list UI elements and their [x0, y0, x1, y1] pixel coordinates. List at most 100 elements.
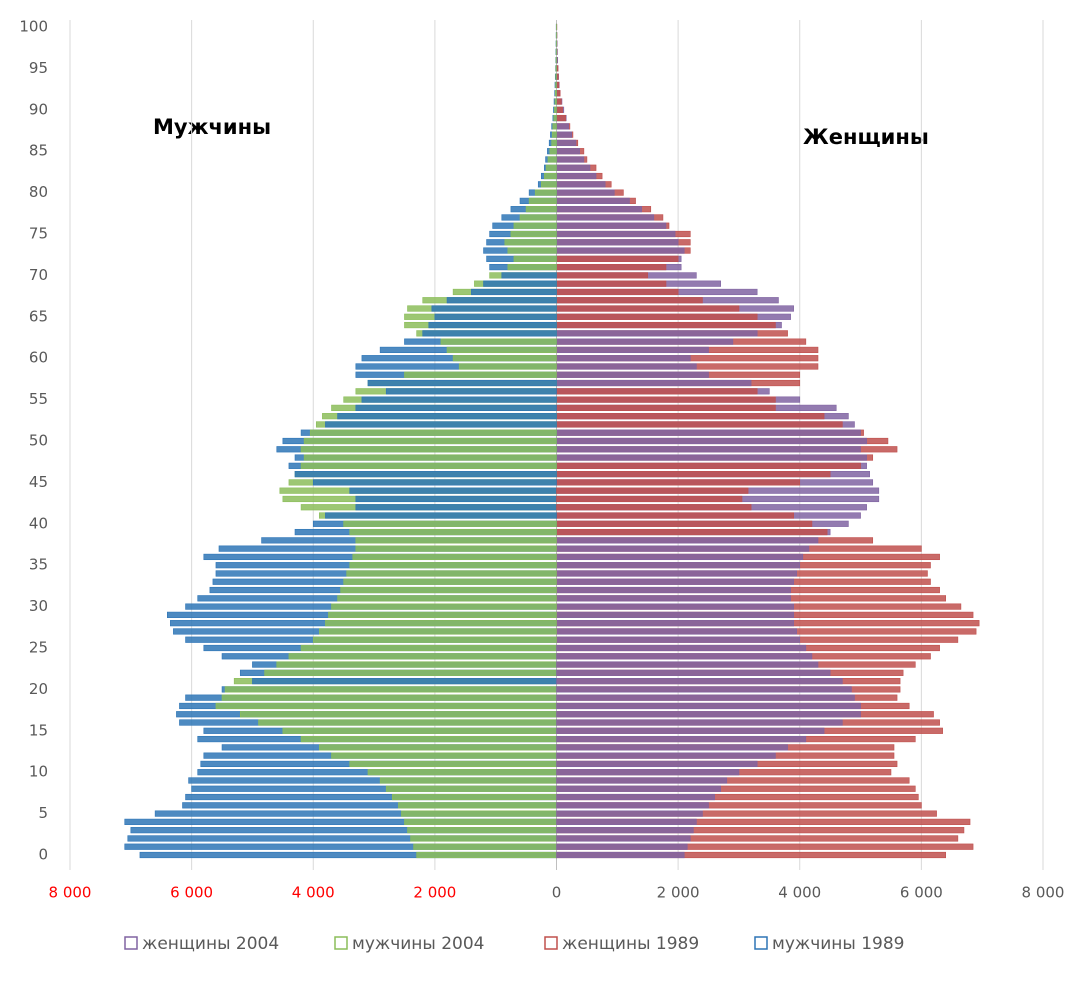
y-tick-label: 55 [29, 390, 48, 408]
bar [535, 190, 556, 196]
bar [331, 604, 556, 610]
y-tick-label: 40 [29, 514, 48, 532]
bar [557, 504, 752, 510]
bar [557, 753, 776, 759]
bar [347, 571, 557, 577]
annotation: Женщины [803, 125, 929, 149]
bar [557, 380, 752, 386]
bar [304, 438, 556, 444]
bar [404, 372, 556, 378]
bar [356, 496, 557, 502]
bar [557, 140, 576, 146]
bar [301, 645, 556, 651]
bar [338, 413, 557, 419]
bar [554, 107, 556, 113]
bar [557, 422, 843, 428]
bar [557, 538, 818, 544]
bar [414, 844, 557, 850]
bar [557, 339, 733, 345]
bar [557, 645, 806, 651]
y-tick-label: 30 [29, 597, 48, 615]
bar [557, 463, 861, 469]
bar [240, 711, 556, 717]
bar [386, 786, 556, 792]
legend-label: мужчины 1989 [772, 934, 905, 954]
bar [325, 422, 556, 428]
bar [557, 372, 709, 378]
bar [557, 471, 831, 477]
bar [557, 446, 861, 452]
bar [447, 297, 556, 303]
x-tick-label: 2 000 [657, 884, 700, 902]
x-tick-label: 4 000 [292, 884, 335, 902]
bar [557, 728, 825, 734]
bar [557, 836, 691, 842]
bar [546, 165, 556, 171]
bar [557, 215, 654, 221]
bar [555, 90, 556, 96]
bar [554, 115, 557, 121]
bar [557, 769, 739, 775]
x-tick-label: 6 000 [170, 884, 213, 902]
bar [557, 794, 715, 800]
bar [553, 124, 557, 130]
bar [432, 306, 557, 312]
bar [557, 273, 648, 279]
y-tick-label: 65 [29, 307, 48, 325]
bar [508, 248, 557, 254]
bar [557, 513, 794, 519]
bar [557, 297, 703, 303]
bar [435, 314, 557, 320]
bar [557, 653, 812, 659]
bar [511, 231, 557, 237]
legend-swatch [545, 937, 557, 949]
annotation: Мужчины [153, 115, 271, 139]
y-tick-label: 95 [29, 59, 48, 77]
bar [557, 190, 615, 196]
bar [526, 206, 556, 212]
bar [557, 264, 666, 270]
bar [552, 132, 556, 138]
bar [550, 148, 557, 154]
x-tick-label: 8 000 [49, 884, 92, 902]
bar [557, 248, 685, 254]
bar [557, 662, 818, 668]
y-tick-label: 45 [29, 473, 48, 491]
bar [557, 223, 666, 229]
bar [557, 827, 694, 833]
bar [557, 488, 749, 494]
x-tick-label: 0 [552, 884, 562, 902]
bar [557, 115, 566, 121]
bar [325, 513, 556, 519]
bar [356, 405, 557, 411]
bar [557, 786, 721, 792]
bar [557, 157, 584, 163]
bar [401, 811, 556, 817]
bar [557, 124, 569, 130]
bar [453, 355, 556, 361]
bar [557, 803, 709, 809]
bar [514, 256, 557, 262]
y-tick-label: 90 [29, 100, 48, 118]
bar [557, 364, 697, 370]
bar [328, 612, 556, 618]
bar [557, 596, 791, 602]
bar [557, 397, 776, 403]
bar [556, 82, 557, 88]
bar [350, 488, 557, 494]
bar [557, 90, 561, 96]
bar [557, 529, 828, 535]
bar [557, 281, 666, 287]
y-tick-label: 5 [38, 804, 48, 822]
x-tick-label: 2 000 [413, 884, 456, 902]
bar [313, 480, 556, 486]
bar [392, 794, 556, 800]
x-tick-label: 4 000 [778, 884, 821, 902]
bar [338, 596, 557, 602]
y-tick-label: 70 [29, 266, 48, 284]
bar [557, 430, 861, 436]
bar [557, 389, 758, 395]
bar [301, 446, 556, 452]
bar [404, 819, 556, 825]
